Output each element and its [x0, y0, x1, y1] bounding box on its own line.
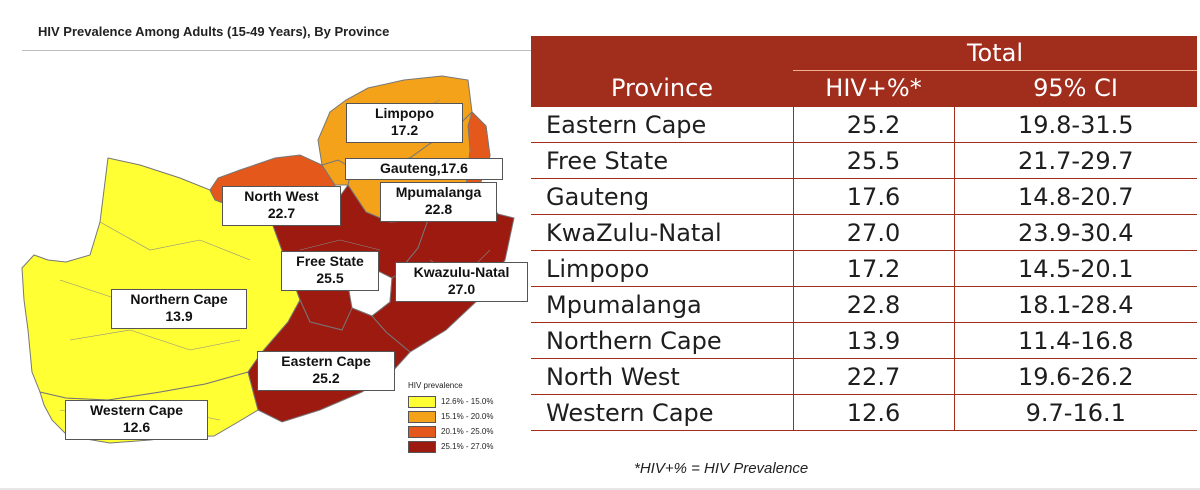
table-header-row: Province HIV+%* 95% CI — [531, 70, 1197, 106]
table-row: North West 22.7 19.6-26.2 — [531, 358, 1197, 395]
cell-province: KwaZulu-Natal — [531, 214, 794, 251]
cell-ci: 23.9-30.4 — [954, 214, 1197, 251]
cell-ci: 14.8-20.7 — [954, 178, 1197, 215]
map-label-mpumalanga: Mpumalanga 22.8 — [380, 182, 497, 222]
table-row: Gauteng 17.6 14.8-20.7 — [531, 178, 1197, 215]
cell-hiv: 12.6 — [793, 394, 955, 431]
map-label-limpopo: Limpopo 17.2 — [346, 103, 463, 143]
table-corner-cell — [531, 36, 793, 71]
prevalence-table: Total Province HIV+%* 95% CI Eastern Cap… — [531, 36, 1197, 431]
table-row: Limpopo 17.2 14.5-20.1 — [531, 250, 1197, 287]
map-label-mpumalanga-value: 22.8 — [424, 201, 453, 217]
map-label-limpopo-value: 17.2 — [390, 122, 419, 138]
map-label-gauteng: Gauteng,17.6 — [345, 158, 503, 180]
map-label-western-cape: Western Cape 12.6 — [65, 400, 208, 440]
map-label-north-west: North West 22.7 — [222, 186, 341, 226]
cell-province: Western Cape — [531, 394, 794, 431]
legend-item: 12.6% - 15.0% — [408, 394, 493, 409]
map-label-limpopo-name: Limpopo — [374, 105, 435, 121]
cell-province: Gauteng — [531, 178, 794, 215]
map-label-kwazulu-natal-value: 27.0 — [447, 281, 476, 297]
cell-ci: 18.1-28.4 — [954, 286, 1197, 323]
map-label-kwazulu-natal-name: Kwazulu-Natal — [413, 264, 510, 280]
cell-province: Limpopo — [531, 250, 794, 287]
map-label-western-cape-value: 12.6 — [122, 419, 151, 435]
column-header-province: Province — [531, 70, 793, 106]
cell-ci: 19.8-31.5 — [954, 105, 1197, 143]
cell-ci: 19.6-26.2 — [954, 358, 1197, 395]
legend-item: 25.1% - 27.0% — [408, 439, 493, 454]
map-label-free-state-value: 25.5 — [316, 270, 344, 286]
cell-ci: 9.7-16.1 — [954, 394, 1197, 431]
bottom-divider — [0, 488, 1200, 490]
legend-swatch — [408, 425, 436, 438]
legend-swatch — [408, 395, 436, 408]
legend-label: 15.1% - 20.0% — [441, 412, 494, 421]
cell-ci: 14.5-20.1 — [954, 250, 1197, 287]
cell-province: Mpumalanga — [531, 286, 794, 323]
map-label-eastern-cape: Eastern Cape 25.2 — [257, 351, 395, 391]
table-footnote: *HIV+% = HIV Prevalence — [634, 460, 809, 477]
cell-province: Eastern Cape — [531, 105, 794, 143]
map-label-gauteng-name: Gauteng,17.6 — [380, 160, 468, 176]
map-label-kwazulu-natal: Kwazulu-Natal 27.0 — [395, 262, 528, 302]
map-label-northern-cape: Northern Cape 13.9 — [111, 289, 247, 329]
column-header-ci: 95% CI — [954, 70, 1197, 106]
table-row: Mpumalanga 22.8 18.1-28.4 — [531, 286, 1197, 323]
map-label-free-state: Free State 25.5 — [281, 251, 379, 291]
cell-ci: 21.7-29.7 — [954, 142, 1197, 179]
cell-province: Northern Cape — [531, 322, 794, 359]
cell-hiv: 27.0 — [793, 214, 955, 251]
legend-item: 20.1% - 25.0% — [408, 424, 493, 439]
cell-hiv: 22.8 — [793, 286, 955, 323]
cell-hiv: 17.2 — [793, 250, 955, 287]
cell-hiv: 25.2 — [793, 105, 955, 143]
cell-hiv: 22.7 — [793, 358, 955, 395]
legend-swatch — [408, 410, 436, 423]
map-label-mpumalanga-name: Mpumalanga — [395, 184, 482, 200]
legend-title: HIV prevalence — [408, 381, 463, 390]
cell-province: Free State — [531, 142, 794, 179]
map-label-north-west-value: 22.7 — [267, 205, 296, 221]
legend-label: 20.1% - 25.0% — [441, 427, 494, 436]
column-header-hiv: HIV+%* — [793, 70, 954, 106]
map-label-northern-cape-value: 13.9 — [165, 308, 193, 324]
legend-label: 25.1% - 27.0% — [441, 442, 494, 451]
cell-hiv: 13.9 — [793, 322, 955, 359]
map-title-divider — [22, 50, 532, 51]
map-label-western-cape-name: Western Cape — [89, 402, 184, 418]
legend-item: 15.1% - 20.0% — [408, 409, 493, 424]
cell-ci: 11.4-16.8 — [954, 322, 1197, 359]
map-label-north-west-name: North West — [244, 188, 319, 204]
map-label-eastern-cape-value: 25.2 — [312, 370, 340, 386]
cell-hiv: 25.5 — [793, 142, 955, 179]
map-label-northern-cape-name: Northern Cape — [130, 291, 228, 307]
map-legend: HIV prevalence 12.6% - 15.0% 15.1% - 20.… — [408, 381, 493, 454]
map-title: HIV Prevalence Among Adults (15-49 Years… — [38, 24, 390, 39]
cell-hiv: 17.6 — [793, 178, 955, 215]
table-group-header-row: Total — [531, 36, 1197, 71]
map-label-free-state-name: Free State — [296, 253, 364, 269]
table-row: Western Cape 12.6 9.7-16.1 — [531, 394, 1197, 431]
table-row: Free State 25.5 21.7-29.7 — [531, 142, 1197, 179]
map-label-eastern-cape-name: Eastern Cape — [281, 353, 371, 369]
table-group-header: Total — [793, 36, 1197, 71]
table-row: KwaZulu-Natal 27.0 23.9-30.4 — [531, 214, 1197, 251]
legend-swatch — [408, 440, 436, 453]
table-row: Eastern Cape 25.2 19.8-31.5 — [531, 105, 1197, 143]
table-row: Northern Cape 13.9 11.4-16.8 — [531, 322, 1197, 359]
cell-province: North West — [531, 358, 794, 395]
legend-label: 12.6% - 15.0% — [441, 397, 494, 406]
